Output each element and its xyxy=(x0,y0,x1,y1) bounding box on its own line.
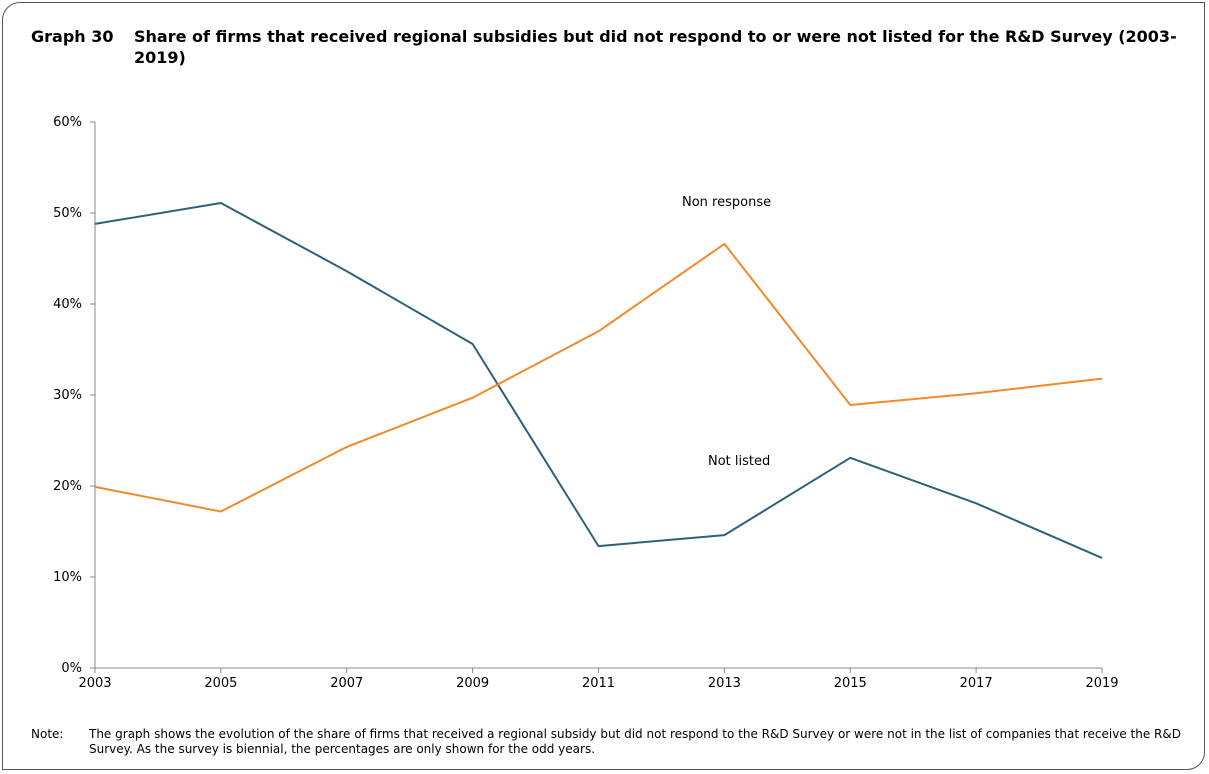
y-tick-label: 40% xyxy=(53,297,82,312)
x-tick-label: 2015 xyxy=(834,676,867,691)
chart-lines xyxy=(94,202,1103,559)
y-tick-label: 30% xyxy=(53,388,82,403)
x-tick-label: 2019 xyxy=(1085,676,1118,691)
series-labels: Not listed Non response xyxy=(682,195,771,469)
y-tick-label: 60% xyxy=(53,115,82,130)
line-chart: 0% 10% 20% 30% 40% 50% 60% 2003 2005 2007 2009 2011… xyxy=(53,115,1118,691)
non-response-line xyxy=(94,242,1103,513)
y-tick-label: 10% xyxy=(53,570,82,585)
y-tick-label: 20% xyxy=(53,479,82,494)
x-tick-label: 2007 xyxy=(330,676,363,691)
x-tick-label: 2013 xyxy=(708,676,741,691)
chart-axes: 0% 10% 20% 30% 40% 50% 60% 2003 2005 2007 2009 2011… xyxy=(53,115,1118,691)
x-tick-label: 2011 xyxy=(582,676,615,691)
x-tick-label: 2005 xyxy=(204,676,237,691)
figure-title-text: Share of firms that received regional su… xyxy=(134,27,1177,67)
x-tick-label: 2009 xyxy=(456,676,489,691)
y-tick-label: 50% xyxy=(53,206,82,221)
figure-number: Graph 30 xyxy=(31,27,114,46)
note-label: Note: xyxy=(31,727,64,741)
x-tick-label: 2003 xyxy=(78,676,111,691)
not-listed-label: Not listed xyxy=(708,454,770,469)
note-text: The graph shows the evolution of the sha… xyxy=(89,727,1181,756)
x-tick-label: 2017 xyxy=(960,676,993,691)
non-response-label: Non response xyxy=(682,195,771,210)
y-tick-label: 0% xyxy=(61,661,82,676)
not-listed-line xyxy=(94,202,1103,559)
